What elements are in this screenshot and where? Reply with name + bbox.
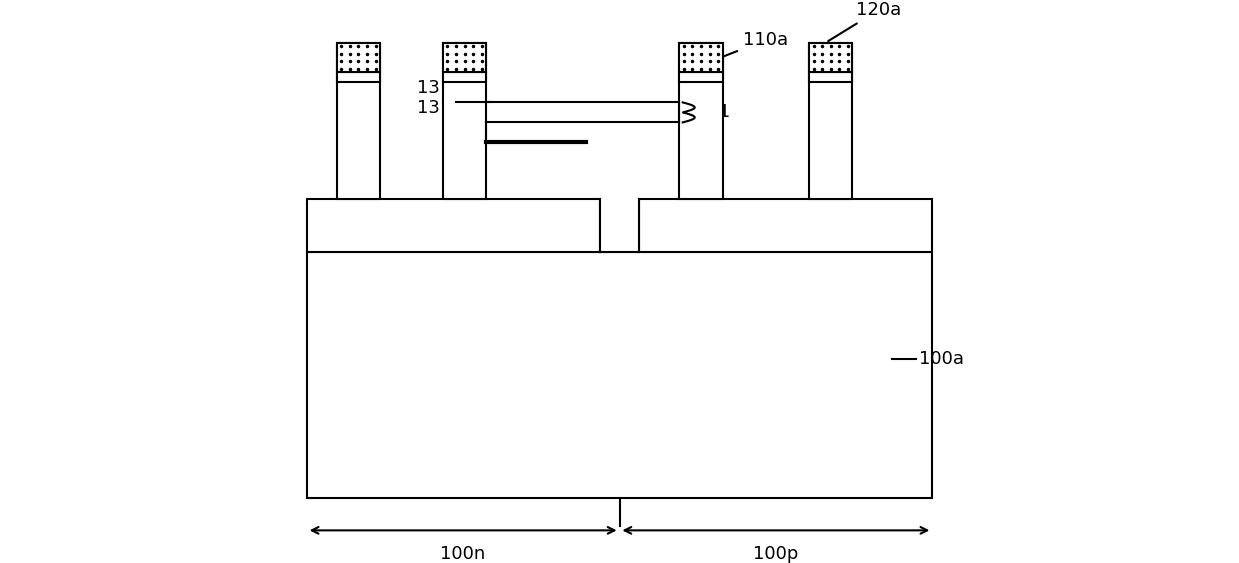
- Bar: [639, 199, 932, 252]
- Bar: [307, 199, 600, 252]
- Text: 110a: 110a: [703, 31, 788, 65]
- Text: 131n: 131n: [418, 79, 463, 97]
- Text: 100p: 100p: [753, 545, 799, 563]
- Bar: [307, 252, 932, 498]
- Bar: [809, 73, 852, 82]
- Bar: [809, 43, 852, 73]
- Text: 120a: 120a: [828, 1, 901, 41]
- Bar: [679, 43, 722, 73]
- Bar: [337, 43, 380, 73]
- Bar: [444, 43, 487, 73]
- Bar: [444, 73, 487, 82]
- Text: 131: 131: [696, 104, 730, 122]
- Bar: [679, 73, 722, 82]
- Bar: [444, 43, 487, 199]
- Bar: [679, 43, 722, 199]
- Text: 100n: 100n: [441, 545, 486, 563]
- Bar: [337, 73, 380, 82]
- Bar: [337, 43, 380, 199]
- Text: 131p: 131p: [418, 99, 463, 117]
- Text: 100a: 100a: [919, 350, 964, 368]
- Bar: [600, 199, 639, 252]
- Bar: [809, 43, 852, 199]
